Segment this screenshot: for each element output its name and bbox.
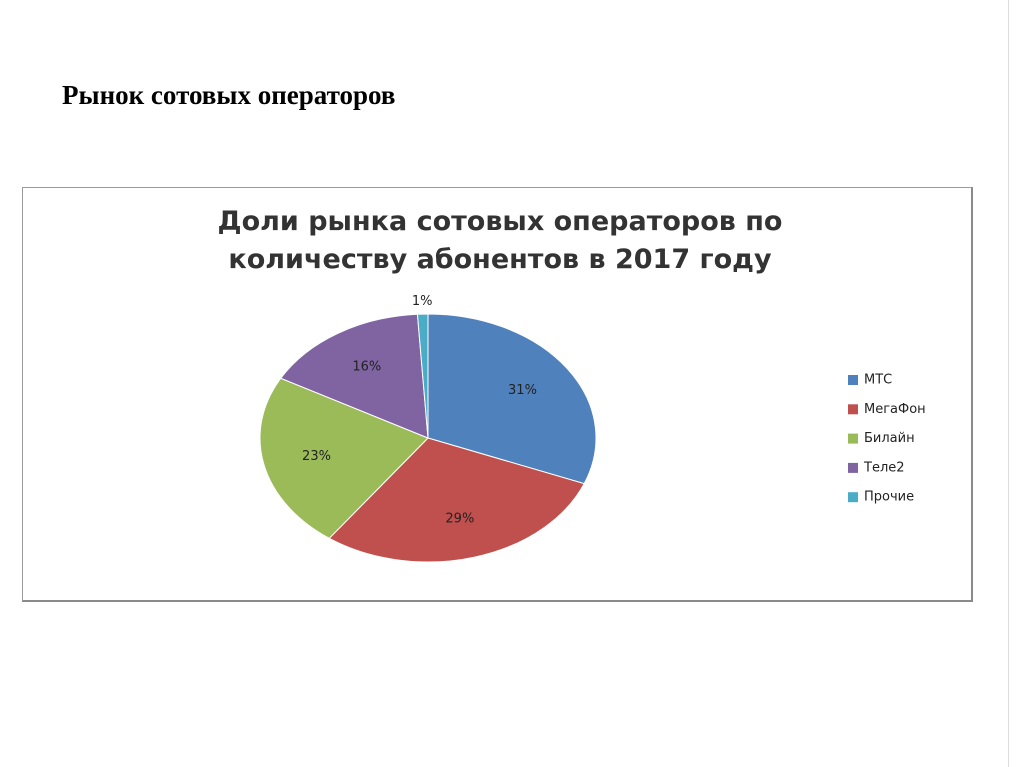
data-label: 23%	[302, 449, 331, 464]
slide-heading: Рынок сотовых операторов	[62, 80, 396, 110]
data-label: 1%	[412, 294, 433, 309]
data-label: 16%	[352, 359, 381, 374]
data-label: 31%	[508, 383, 537, 398]
chart-frame	[22, 187, 973, 602]
legend-swatch	[848, 375, 858, 385]
slide-edge	[1008, 0, 1009, 767]
legend-swatch	[848, 462, 858, 473]
legend-label: МегаФон	[864, 402, 926, 417]
pie-slice	[416, 313, 429, 439]
legend-label: Прочие	[864, 490, 914, 505]
pie-slice	[259, 377, 429, 539]
pie-slice	[279, 313, 429, 439]
legend-label: МТС	[864, 373, 892, 388]
legend-swatch	[848, 404, 858, 415]
chart-title: Доли рынка сотовых операторов по количес…	[217, 206, 783, 275]
pie-slice	[427, 313, 597, 485]
legend-swatch	[848, 433, 858, 444]
legend-label: Теле2	[863, 460, 905, 475]
legend-swatch	[848, 492, 858, 503]
data-label: 29%	[445, 511, 474, 526]
legend-label: Билайн	[864, 431, 915, 446]
pie-slice	[328, 437, 585, 563]
